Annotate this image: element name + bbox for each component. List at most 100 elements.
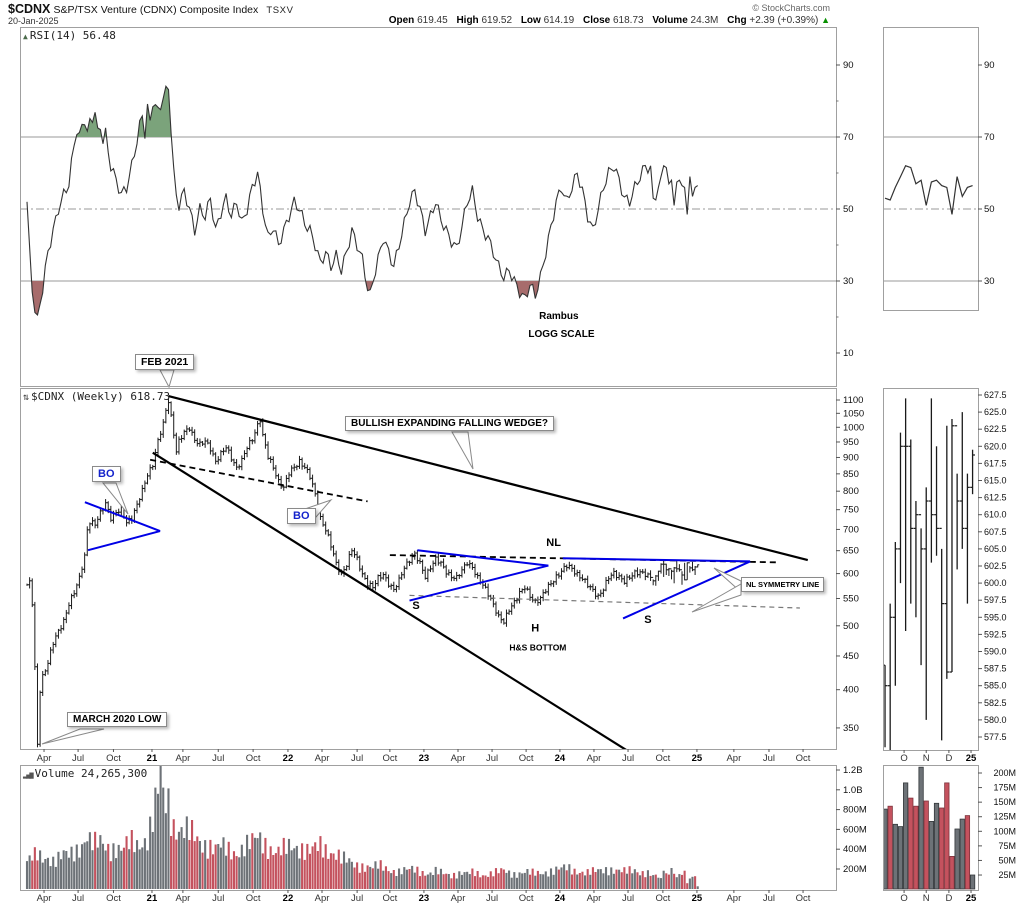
price-mini-axis-label: 582.5 <box>984 698 1007 708</box>
price-axis-label: 700 <box>843 524 859 535</box>
month-label: Oct <box>796 893 811 904</box>
rsi-axis-label: 30 <box>843 276 854 287</box>
volume-axis-label: 200M <box>843 864 867 875</box>
month-label: Oct <box>246 753 261 764</box>
rsi-axis-label: 90 <box>843 60 854 71</box>
month-label: Jul <box>763 893 775 904</box>
callout-tail-bo1 <box>101 482 129 515</box>
price-mini-axis-label: 600.0 <box>984 578 1007 588</box>
volume-mini-axis-label: 100M <box>993 826 1016 836</box>
month-label: 24 <box>555 893 566 904</box>
volume-mini-axis-label: 25M <box>998 870 1016 880</box>
annotation-text-nl: NL <box>546 537 561 549</box>
month-label: 25 <box>692 753 703 764</box>
month-label: 23 <box>419 753 430 764</box>
month-label: Apr <box>37 893 52 904</box>
price-arrows-icon: ⇅ <box>23 392 30 403</box>
price-mini-axis-label: 615.0 <box>984 476 1007 486</box>
chart-title: $CDNX S&P/TSX Venture (CDNX) Composite I… <box>8 2 294 16</box>
volume-mini-bars <box>883 766 976 890</box>
month-label: Apr <box>315 893 330 904</box>
nl-symmetry-dashed <box>409 594 800 609</box>
price-bars <box>26 398 700 748</box>
triangle-2024-upper <box>562 557 751 563</box>
month-label: Jul <box>212 893 224 904</box>
price-mini-axis-label: 587.5 <box>984 664 1007 674</box>
triangle-2023-upper <box>417 549 549 567</box>
rsi-series <box>26 85 699 316</box>
price-mini-axis-label: 625.0 <box>984 407 1007 417</box>
price-label-text: $CDNX (Weekly) 618.73 <box>31 390 171 403</box>
mini-month-label: O <box>900 893 907 904</box>
stockcharts-credit: © StockCharts.com <box>752 3 830 13</box>
chg-label: Chg <box>727 15 747 26</box>
price-mini-axis-label: 585.0 <box>984 681 1007 691</box>
month-label: Jul <box>763 753 775 764</box>
month-label: 21 <box>147 753 158 764</box>
month-label: 24 <box>555 753 566 764</box>
month-label: Jul <box>622 753 634 764</box>
price-mini-axis-label: 592.5 <box>984 629 1007 639</box>
price-mini-axis-label: 597.5 <box>984 595 1007 605</box>
month-label: 22 <box>283 893 294 904</box>
month-label: 23 <box>419 893 430 904</box>
rsi-axis-label: 10 <box>843 348 854 359</box>
price-mini-axis-label: 605.0 <box>984 544 1007 554</box>
wedge-upper <box>168 395 809 562</box>
price-axis-label: 800 <box>843 486 859 497</box>
price-mini-panel-border <box>883 388 979 751</box>
price-mini-axis-label: 627.5 <box>984 390 1007 400</box>
month-label: Jul <box>622 893 634 904</box>
triangle-2024-lower <box>622 560 751 620</box>
price-mini-axis-label: 610.0 <box>984 510 1007 520</box>
index-name: S&P/TSX Venture (CDNX) Composite Index <box>53 4 259 16</box>
callout-tail-wedge <box>451 431 474 470</box>
price-axis-label: 850 <box>843 469 859 480</box>
price-mini-axis-label: 617.5 <box>984 458 1007 468</box>
mini-month-label: 25 <box>966 753 977 764</box>
price-mini-axis-label: 580.0 <box>984 715 1007 725</box>
ticker-symbol: $CDNX <box>8 2 51 16</box>
month-label: Apr <box>175 893 190 904</box>
annotation-text-h: H <box>531 623 539 635</box>
callout-tail-march2020 <box>41 728 105 745</box>
rsi-mini-series <box>884 165 973 215</box>
annotation-text-s1: S <box>412 600 419 612</box>
callout-breakout-2: BO <box>287 508 316 524</box>
month-label: Apr <box>726 893 741 904</box>
month-label: Jul <box>486 753 498 764</box>
month-label: Oct <box>106 893 121 904</box>
price-axis-label: 400 <box>843 685 859 696</box>
rsi-axis-label: 50 <box>843 204 854 215</box>
price-axis-label: 900 <box>843 452 859 463</box>
price-mini-axis-label: 620.0 <box>984 441 1007 451</box>
pattern-trendlines <box>84 395 809 749</box>
mini-month-label: D <box>945 753 952 764</box>
up-arrow-icon: ▲ <box>821 15 830 25</box>
price-mini-axis-label: 590.0 <box>984 647 1007 657</box>
price-axis-label: 600 <box>843 569 859 580</box>
callout-bullish-expanding-falling-wedge: BULLISH EXPANDING FALLING WEDGE? <box>345 416 555 431</box>
annotation-text-s2: S <box>644 614 651 626</box>
month-label: Jul <box>486 893 498 904</box>
volume-axis-label: 1.2B <box>843 765 863 776</box>
month-label: Apr <box>451 893 466 904</box>
volume-mini-axis-label: 175M <box>993 783 1016 793</box>
month-label: Oct <box>246 893 261 904</box>
month-label: Apr <box>587 893 602 904</box>
volume-mini-axis-label: 50M <box>998 855 1016 865</box>
low-label: Low <box>520 15 541 26</box>
chart-date: 20-Jan-2025 <box>8 16 59 26</box>
mini-month-label: 25 <box>966 893 977 904</box>
rsi-mini-panel-border <box>883 27 979 311</box>
volume-label: Volume <box>652 15 688 26</box>
triangle-2020-lower <box>87 530 161 552</box>
volume-axis-label: 400M <box>843 844 867 855</box>
annotation-text-rambus: Rambus <box>539 311 579 322</box>
rsi-mini-axis-label: 30 <box>984 276 995 287</box>
high-label: High <box>456 15 479 26</box>
month-label: Oct <box>796 753 811 764</box>
price-mini-axis-label: 622.5 <box>984 424 1007 434</box>
month-label: Apr <box>451 753 466 764</box>
price-mini-axis-label: 602.5 <box>984 561 1007 571</box>
